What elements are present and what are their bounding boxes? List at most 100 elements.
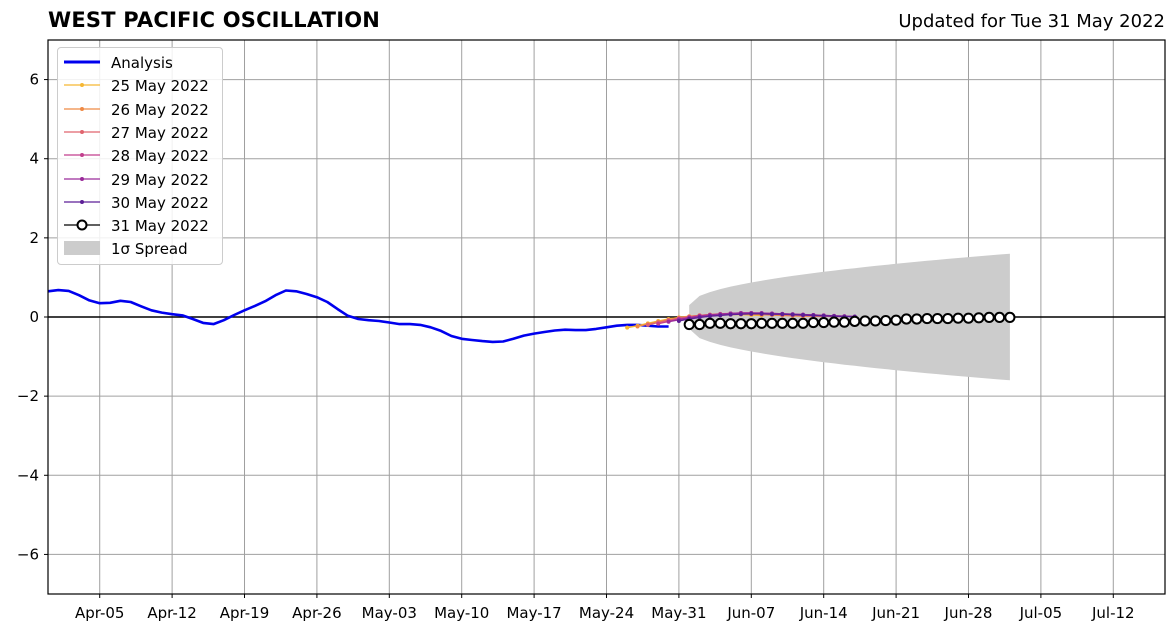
x-tick-label: Jul-12 [1091,604,1135,622]
forecast-point [811,313,816,318]
forecast-point [880,314,892,327]
legend-swatch [64,176,100,181]
legend-entry: 26 May 2022 [58,98,224,120]
legend-entry: 29 May 2022 [58,168,224,190]
legend-label: 31 May 2022 [111,217,209,236]
legend-label: 1σ Spread [111,240,188,259]
legend-label: 29 May 2022 [111,170,209,189]
x-tick-label: Jun-28 [944,604,993,622]
legend-swatch [64,83,100,88]
x-tick-label: May-10 [434,604,489,622]
forecast-point [787,317,799,329]
analysis-line [47,288,669,344]
x-tick-label: Apr-19 [220,604,270,622]
axes [44,39,1166,598]
forecast-point [769,312,774,317]
x-tick-label: Apr-26 [292,604,342,622]
legend-entry: Analysis [58,51,224,73]
legend-swatch [64,129,100,134]
forecast-point [728,312,733,317]
forecast-point [756,317,768,329]
forecast-point [797,317,809,329]
y-tick-label: −6 [17,545,39,563]
forecast-point [973,312,985,324]
x-tick-label: Jun-14 [799,604,848,622]
legend-entry: 30 May 2022 [58,191,224,213]
legend-swatch [64,199,100,204]
forecast-point [735,318,747,330]
series-group [47,288,1016,344]
forecast-point [766,317,778,329]
forecast-point [666,319,671,324]
forecast-point [942,312,954,325]
forecast-point [869,315,882,327]
legend-swatch [64,106,100,111]
legend-label: 25 May 2022 [111,77,209,96]
forecast-point [828,316,840,328]
forecast-point [718,313,723,318]
forecast-point [645,322,650,327]
x-tick-label: Apr-05 [75,604,125,622]
forecast-point [759,311,764,316]
forecast-point [697,315,702,320]
forecast-point [900,313,913,325]
legend-swatch-marker [80,153,84,158]
x-tick-label: May-24 [579,604,634,622]
legend-label: Analysis [111,54,173,72]
forecast-point [625,325,630,330]
plot-frame [47,39,1166,595]
forecast-point [931,312,944,325]
forecast-point [745,318,757,330]
legend-swatch-marker [80,176,84,181]
legend: Analysis 25 May 2022 26 May 2022 27 May 202… [57,47,223,265]
forecast-point [890,314,902,326]
y-tick-label: 6 [29,71,39,89]
forecast-point [707,314,712,319]
forecast-point [801,313,806,318]
forecast-point [849,315,861,327]
forecast-point [859,315,871,327]
forecast-point [738,312,743,317]
legend-swatch-marker [80,106,84,111]
legend-swatch-marker [80,129,84,134]
x-tick-label: May-17 [506,604,561,622]
forecast-point [776,317,788,329]
forecast-point [676,318,681,323]
forecast-point [962,312,975,324]
legend-label: 27 May 2022 [111,123,209,142]
legend-entry: 1σ Spread [58,237,224,259]
forecast-point [656,321,661,326]
legend-entry: 28 May 2022 [58,144,224,166]
forecast-point [790,312,795,317]
forecast-point [635,324,640,329]
forecast-point [921,312,933,325]
legend-entry: 27 May 2022 [58,121,224,143]
forecast-point [780,312,785,317]
series-31-may-2022 [683,311,1016,331]
forecast-point [911,313,923,325]
y-tick-label: 0 [29,308,39,326]
forecast-point [807,316,819,329]
y-tick-label: −2 [17,387,39,405]
tick-labels: Apr-05 Apr-12 Apr-19 Apr-26 May-03 May-10 May-… [17,71,1135,622]
forecast-point [993,311,1006,323]
chart-title: WEST PACIFIC OSCILLATION [48,8,381,32]
legend-label: 28 May 2022 [111,147,209,166]
x-tick-label: May-03 [362,604,417,622]
x-tick-label: Apr-12 [147,604,197,622]
legend-swatch-marker [76,219,88,231]
forecast-point [683,318,695,331]
x-tick-label: Jul-05 [1019,604,1063,622]
x-tick-label: Jun-21 [871,604,920,622]
series-analysis [47,288,669,344]
y-tick-label: 2 [29,229,39,247]
legend-entry: 25 May 2022 [58,74,224,96]
chart-subtitle: Updated for Tue 31 May 2022 [898,11,1165,32]
legend-swatch [64,219,100,231]
legend-swatch [64,60,100,64]
legend-swatch [64,153,100,158]
forecast-point [1004,311,1016,323]
forecast-point [749,311,754,316]
x-tick-label: Jun-07 [726,604,775,622]
